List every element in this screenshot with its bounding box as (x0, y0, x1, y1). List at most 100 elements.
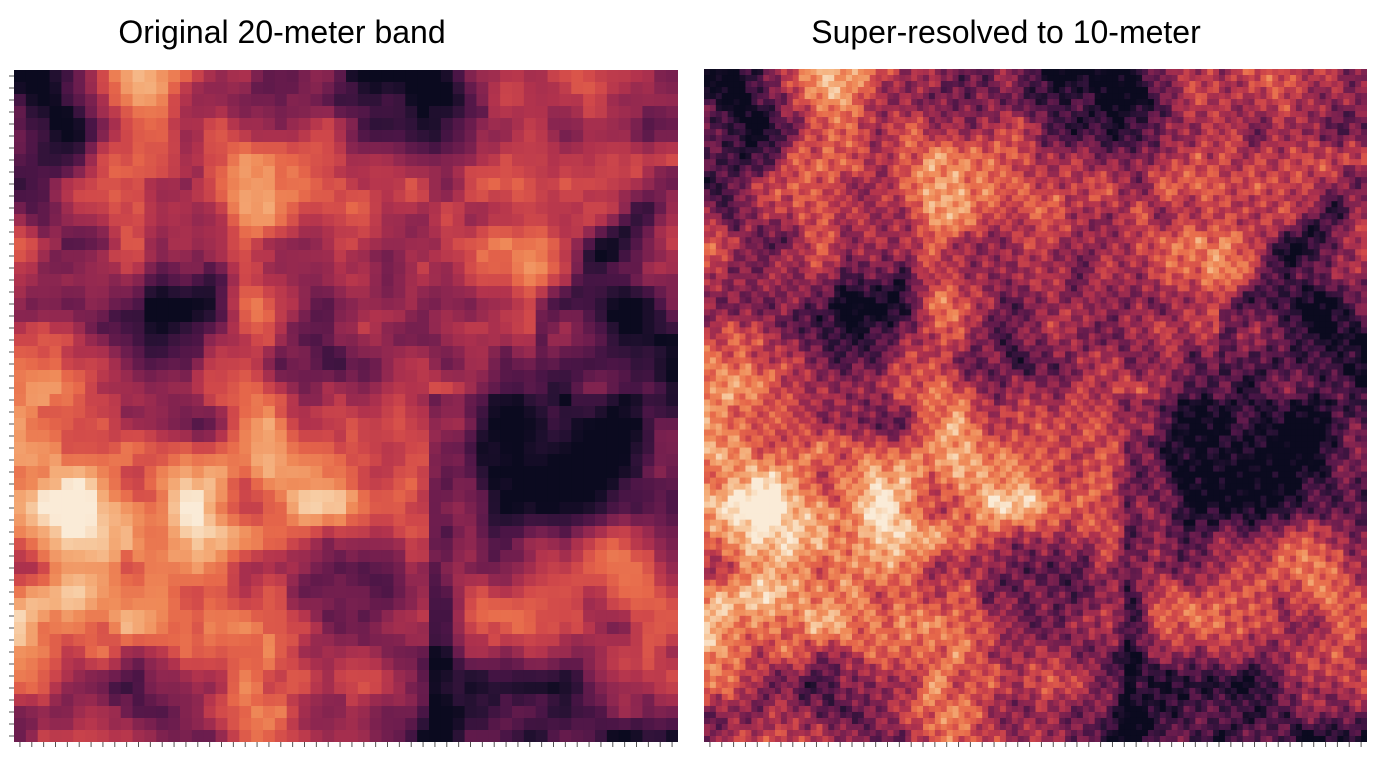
heatmap-original-cell (523, 358, 537, 371)
heatmap-super-resolved-cell (1041, 111, 1048, 118)
heatmap-super-resolved-cell (1278, 141, 1285, 148)
heatmap-original-cell (251, 502, 264, 515)
heatmap-original-cell (369, 514, 383, 527)
heatmap-original-cell (73, 298, 86, 311)
heatmap-original-cell (310, 298, 323, 311)
heatmap-original-cell (97, 238, 110, 251)
heatmap-original-cell (227, 142, 240, 155)
heatmap-original-cell (49, 622, 63, 635)
heatmap-super-resolved-cell (709, 93, 717, 100)
heatmap-original-cell (120, 346, 134, 359)
heatmap-original-cell (37, 118, 51, 131)
heatmap-original-cell (654, 562, 667, 575)
heatmap-super-resolved-cell (733, 147, 741, 154)
heatmap-original-cell (144, 442, 157, 455)
heatmap-original-cell (251, 262, 264, 275)
heatmap-super-resolved-cell (1100, 147, 1108, 154)
heatmap-super-resolved-cell (733, 75, 741, 82)
heatmap-original-cell (512, 214, 525, 227)
heatmap-super-resolved-cell (1106, 135, 1114, 142)
heatmap-super-resolved-cell (704, 87, 711, 94)
heatmap-super-resolved-cell (869, 141, 877, 148)
heatmap-original-cell (168, 658, 181, 671)
heatmap-original-cell (180, 262, 193, 275)
heatmap-original-cell (298, 370, 312, 383)
heatmap-super-resolved-cell (994, 93, 1001, 100)
heatmap-original-cell (14, 238, 27, 251)
heatmap-original-cell (73, 370, 86, 383)
heatmap-original-cell (334, 202, 347, 215)
heatmap-original-cell (417, 406, 430, 419)
heatmap-super-resolved-cell (1195, 105, 1202, 112)
heatmap-original-cell (357, 322, 371, 335)
heatmap-original-cell (595, 670, 608, 683)
heatmap-original-cell (571, 526, 584, 539)
heatmap-original-cell (310, 190, 323, 203)
heatmap-original-cell (500, 466, 513, 479)
heatmap-original-cell (61, 370, 74, 383)
heatmap-original-cell (654, 262, 667, 275)
heatmap-super-resolved-cell (899, 147, 906, 154)
heatmap-super-resolved-cell (982, 99, 989, 106)
heatmap-original-cell (203, 418, 217, 431)
heatmap-original-cell (606, 682, 620, 695)
heatmap-original-cell (666, 70, 678, 83)
heatmap-original-cell (144, 562, 157, 575)
heatmap-original-cell (476, 154, 489, 167)
heatmap-super-resolved-cell (946, 117, 954, 124)
heatmap-original-cell (85, 622, 98, 635)
heatmap-super-resolved-cell (1171, 93, 1179, 100)
heatmap-original-cell (357, 694, 371, 707)
heatmap-original-cell (429, 730, 442, 742)
heatmap-original-cell (37, 658, 51, 671)
heatmap-original-cell (500, 214, 513, 227)
heatmap-original-cell (595, 382, 608, 395)
heatmap-original-cell (61, 466, 74, 479)
heatmap-original-cell (334, 382, 347, 395)
heatmap-original-cell (666, 190, 678, 203)
heatmap-super-resolved-cell (999, 105, 1007, 112)
heatmap-original-cell (25, 574, 39, 587)
heatmap-original-cell (595, 730, 608, 742)
heatmap-super-resolved-cell (786, 129, 794, 136)
heatmap-original-cell (227, 94, 240, 107)
heatmap-original-cell (85, 718, 98, 731)
heatmap-original-cell (37, 274, 51, 287)
heatmap-original-cell (535, 358, 549, 371)
heatmap-super-resolved-cell (745, 69, 752, 76)
heatmap-super-resolved-cell (1337, 129, 1344, 136)
heatmap-super-resolved-cell (810, 99, 818, 106)
heatmap-original-cell (203, 682, 217, 695)
heatmap-super-resolved-cell (816, 105, 823, 112)
heatmap-original-cell (535, 94, 549, 107)
heatmap-original-cell (25, 466, 39, 479)
heatmap-super-resolved-cell (727, 141, 735, 148)
heatmap-original-cell (263, 562, 276, 575)
heatmap-original-cell (535, 538, 549, 551)
heatmap-super-resolved-cell (757, 93, 764, 100)
heatmap-super-resolved-cell (1349, 117, 1356, 124)
heatmap-original-cell (156, 226, 169, 239)
heatmap-original-cell (49, 94, 63, 107)
heatmap-original-cell (73, 238, 86, 251)
heatmap-super-resolved-cell (775, 105, 782, 112)
heatmap-original-cell (239, 298, 252, 311)
heatmap-original-cell (97, 466, 110, 479)
heatmap-original-cell (346, 106, 359, 119)
heatmap-super-resolved-cell (1118, 153, 1125, 160)
heatmap-original-cell (535, 466, 549, 479)
heatmap-super-resolved-cell (763, 69, 770, 76)
heatmap-original-cell (203, 526, 217, 539)
heatmap-original-cell (298, 154, 312, 167)
heatmap-original-cell (298, 286, 312, 299)
heatmap-super-resolved-cell (964, 159, 971, 166)
heatmap-super-resolved-cell (704, 117, 711, 124)
heatmap-original-cell (239, 346, 252, 359)
heatmap-original-cell (405, 334, 418, 347)
heatmap-original-cell (618, 154, 632, 167)
heatmap-original-cell (452, 658, 466, 671)
heatmap-original-cell (547, 130, 561, 143)
heatmap-original-cell (547, 370, 561, 383)
heatmap-original-cell (180, 154, 193, 167)
heatmap-original-cell (571, 238, 584, 251)
